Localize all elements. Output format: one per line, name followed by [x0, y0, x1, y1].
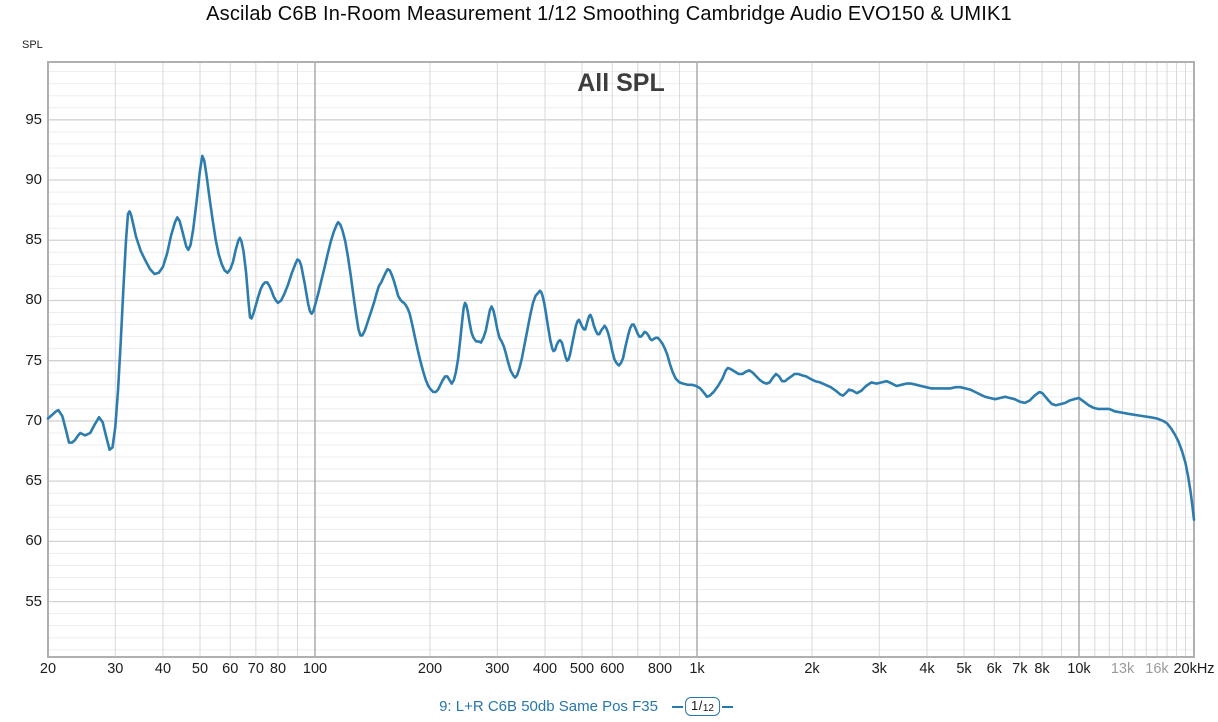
- x-tick-label: 5k: [956, 661, 972, 677]
- x-tick-label: 200: [417, 661, 443, 677]
- x-tick-label: 800: [647, 661, 673, 677]
- y-tick-label: 80: [25, 291, 42, 309]
- x-tick-label: 6k: [986, 661, 1002, 677]
- y-tick-label: 70: [25, 411, 42, 429]
- x-tick-label: 30: [107, 661, 124, 677]
- x-tick-label: 50: [191, 661, 209, 677]
- x-tick-label: 16k: [1145, 661, 1169, 677]
- x-tick-label: 20kHz: [1173, 661, 1215, 677]
- x-tick-label: 4k: [919, 661, 935, 677]
- x-tick-label: 100: [302, 661, 328, 677]
- smoothing-badge[interactable]: 1 / 12: [684, 697, 720, 716]
- x-tick-label: 600: [600, 661, 625, 677]
- x-tick-label: 80: [269, 661, 287, 677]
- x-tick-label: 8k: [1034, 661, 1050, 677]
- legend-row: 9: L+R C6B 50db Same Pos F35 1 / 12: [439, 697, 733, 716]
- x-tick-label: 1k: [689, 661, 705, 677]
- plot-border: [47, 61, 1195, 658]
- x-tick-label: 60: [222, 661, 239, 677]
- x-tick-label: 7k: [1012, 661, 1028, 677]
- plot-title: All SPL: [577, 69, 665, 97]
- x-tick-label: 300: [485, 661, 510, 677]
- x-tick-label: 70: [247, 661, 264, 677]
- spl-curve: [46, 154, 1196, 522]
- y-tick-label: 95: [25, 110, 42, 128]
- x-tick-label: 400: [532, 661, 558, 677]
- chart-main-title: Ascilab C6B In-Room Measurement 1/12 Smo…: [206, 3, 1012, 25]
- spl-axis-corner-label: SPL: [22, 39, 43, 51]
- y-tick-label: 55: [25, 592, 42, 610]
- x-tick-label: 40: [154, 661, 172, 677]
- y-tick-label: 65: [25, 472, 42, 490]
- y-tick-label: 85: [25, 231, 42, 249]
- x-tick-label: 2k: [804, 661, 820, 677]
- x-tick-label: 3k: [871, 661, 887, 677]
- y-tick-label: 90: [25, 171, 42, 189]
- smoothing-numerator: 1: [690, 698, 699, 713]
- legend-line-segment-right: [721, 705, 733, 708]
- x-tick-label: 10k: [1067, 661, 1091, 677]
- x-tick-label: 500: [569, 661, 595, 677]
- smoothing-denominator: 12: [702, 703, 714, 714]
- legend-line-segment-left: [671, 705, 683, 708]
- x-tick-label: 13k: [1110, 661, 1135, 677]
- legend-series-label[interactable]: 9: L+R C6B 50db Same Pos F35: [439, 698, 658, 715]
- y-tick-label: 60: [25, 532, 42, 550]
- x-tick-label: 20: [39, 661, 57, 677]
- y-tick-label: 75: [25, 351, 42, 369]
- smoothing-slash: /: [698, 698, 703, 713]
